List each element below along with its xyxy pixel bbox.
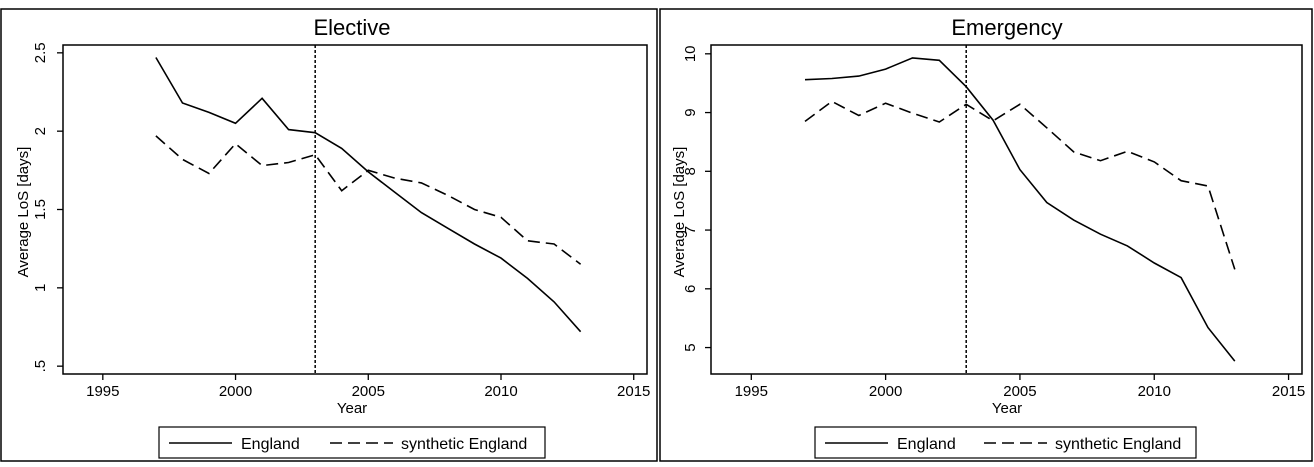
plot-area [62, 44, 648, 375]
x-tick-label: 2000 [869, 383, 902, 400]
y-tick-label: 10 [682, 45, 699, 62]
x-tick-label: 2015 [1272, 383, 1305, 400]
legend-label-synthetic-england: synthetic England [1055, 436, 1181, 453]
y-tick-label: 9 [682, 108, 699, 116]
panel-frame-elective [0, 8, 658, 462]
y-tick-marks [57, 52, 63, 367]
x-tick-label: 1995 [86, 383, 119, 400]
y-tick-label: 1.5 [32, 199, 49, 220]
chart-panel-elective: Elective 1995 2000 2005 2010 2015 .5 1 1… [15, 15, 650, 459]
plot-area [710, 44, 1303, 375]
legend: England synthetic England [158, 426, 546, 459]
y-tick-label: 7 [682, 226, 699, 234]
chart-panel-emergency: Emergency 1995 2000 2005 2010 2015 5 6 7… [671, 15, 1305, 459]
y-tick-label: 1 [32, 284, 49, 292]
y-tick-label: 8 [682, 167, 699, 175]
y-axis-label: Average LoS [days] [15, 147, 32, 278]
x-tick-label: 2010 [1138, 383, 1171, 400]
y-tick-label: 2.5 [32, 42, 49, 63]
panel-frame-emergency [659, 8, 1313, 462]
x-tick-label: 2005 [1003, 383, 1036, 400]
x-tick-label: 2010 [484, 383, 517, 400]
y-tick-label: .5 [32, 360, 49, 373]
x-tick-label: 2015 [617, 383, 650, 400]
legend: England synthetic England [814, 426, 1197, 459]
x-tick-marks [750, 374, 1290, 380]
x-axis-label: Year [337, 400, 367, 417]
y-tick-label: 2 [32, 127, 49, 135]
series-line-synthetic-england [155, 135, 582, 265]
chart-title: Emergency [951, 15, 1062, 40]
y-tick-marks [705, 53, 711, 349]
legend-label-england: England [241, 436, 300, 453]
legend-label-england: England [897, 436, 956, 453]
series-line-synthetic-england [804, 100, 1236, 270]
y-tick-label: 5 [682, 343, 699, 351]
series-line-england [804, 57, 1236, 362]
series-line-england [155, 57, 582, 333]
x-tick-label: 2005 [352, 383, 385, 400]
x-tick-marks [102, 374, 635, 380]
legend-label-synthetic-england: synthetic England [401, 436, 527, 453]
y-tick-label: 6 [682, 285, 699, 293]
x-tick-label: 1995 [735, 383, 768, 400]
chart-title: Elective [313, 15, 390, 40]
x-axis-label: Year [992, 400, 1022, 417]
x-tick-label: 2000 [219, 383, 252, 400]
y-axis-label: Average LoS [days] [671, 147, 688, 278]
